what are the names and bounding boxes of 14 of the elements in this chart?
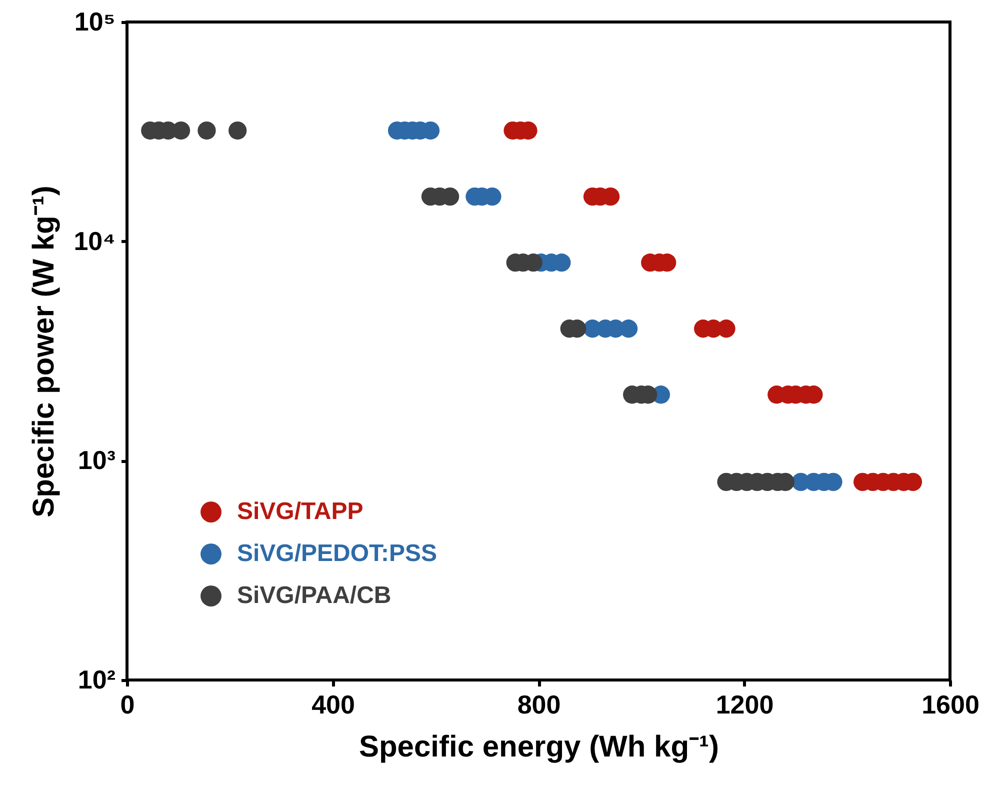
x-tick-label: 1200 (716, 690, 774, 720)
x-tick-label: 800 (517, 690, 561, 720)
y-tick-label: 10² (78, 664, 116, 694)
y-tick-label: 10³ (78, 445, 116, 476)
y-tick-label: 10⁴ (74, 226, 116, 256)
x-tick-label: 0 (120, 690, 135, 720)
y-axis-title: Specific power (W kg⁻¹) (28, 186, 61, 518)
legend-label: SiVG/TAPP (237, 498, 364, 525)
x-axis-title: Specific energy (Wh kg⁻¹) (358, 730, 720, 764)
x-tick-label: 400 (312, 690, 355, 720)
legend-label: SiVG/PAA/CB (237, 582, 392, 609)
x-tick-label: 1600 (922, 690, 980, 720)
legend-label: SiVG/PEDOT:PSS (237, 540, 438, 567)
y-tick-label: 10⁵ (74, 6, 116, 36)
